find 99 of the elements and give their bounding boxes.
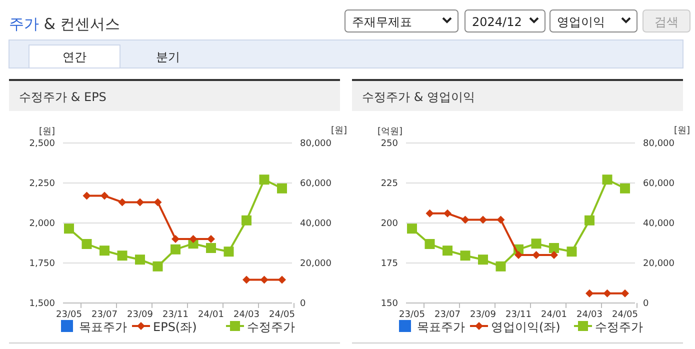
point — [152, 261, 163, 272]
point — [566, 246, 577, 257]
x-tick-label: 23/07 — [92, 310, 118, 320]
text: 영업이익 — [557, 15, 605, 29]
point — [460, 250, 470, 261]
point — [135, 254, 145, 265]
y2-axis-title: [원] — [330, 126, 348, 136]
x-tick-label: 24/01 — [541, 310, 567, 320]
point — [100, 192, 108, 200]
point — [189, 235, 198, 243]
y-tick-label: 250 — [380, 139, 398, 149]
y-tick-label: 2,500 — [29, 139, 56, 149]
point — [461, 216, 470, 224]
point — [442, 246, 452, 256]
point — [496, 216, 505, 224]
point — [603, 289, 612, 298]
point — [621, 289, 629, 298]
text: 분기 — [156, 50, 180, 64]
y-axis-title: [원] — [38, 127, 56, 137]
point — [407, 224, 417, 234]
text: 2024/12 — [472, 15, 522, 29]
point — [117, 250, 128, 261]
point — [118, 198, 126, 206]
point — [602, 174, 612, 185]
point — [172, 235, 180, 243]
point — [278, 276, 286, 284]
point — [242, 276, 250, 284]
x-tick-label: 23/11 — [506, 310, 532, 320]
point — [531, 238, 542, 249]
point — [584, 215, 594, 226]
point — [82, 192, 91, 200]
point — [259, 174, 270, 185]
point — [479, 216, 487, 224]
point — [260, 276, 268, 284]
x-tick-label: 23/09 — [127, 310, 154, 320]
text: 연간 — [62, 50, 86, 64]
chart-title: 수정주가 & EPS — [19, 90, 106, 104]
y-tick-label: 200 — [380, 219, 398, 229]
y-tick-label: 1,500 — [29, 299, 56, 309]
legend-label: 수정주가 — [247, 320, 295, 334]
point — [549, 243, 559, 253]
point — [496, 261, 506, 272]
y2-tick-label: 0 — [300, 299, 306, 309]
x-tick-label: 23/05 — [56, 310, 82, 320]
point — [478, 254, 488, 265]
y-tick-label: 225 — [380, 179, 398, 189]
point — [224, 246, 234, 257]
x-tick-label: 24/03 — [234, 310, 260, 320]
point — [136, 198, 144, 206]
point — [100, 246, 110, 256]
y-tick-label: 2,000 — [29, 219, 56, 229]
point — [620, 183, 630, 194]
point — [424, 239, 435, 249]
y2-tick-label: 60,000 — [300, 179, 332, 189]
x-tick-label: 24/05 — [269, 310, 295, 320]
legend-label: 목표주가 — [417, 320, 465, 334]
point — [550, 251, 558, 259]
point — [586, 289, 594, 298]
y-tick-label: 2,250 — [29, 179, 56, 189]
y2-axis-title: [원] — [674, 126, 690, 136]
point — [444, 209, 452, 218]
chart-title: 수정주가 & 영업이익 — [362, 90, 475, 104]
x-tick-label: 23/09 — [470, 310, 496, 320]
point — [154, 198, 162, 206]
y2-tick-label: 60,000 — [643, 179, 675, 189]
legend-label: 영업이익(좌) — [491, 320, 560, 334]
x-tick-label: 23/07 — [434, 310, 460, 320]
x-tick-label: 23/11 — [162, 310, 188, 320]
legend-label: EPS(좌) — [153, 320, 197, 334]
text: 검색 — [654, 15, 678, 29]
x-tick-label: 24/01 — [198, 310, 224, 320]
x-tick-label: 24/05 — [612, 310, 638, 320]
y2-tick-label: 40,000 — [300, 219, 332, 229]
legend-label: 수정주가 — [595, 320, 643, 334]
y2-tick-label: 0 — [643, 299, 649, 309]
legend-label: 목표주가 — [79, 320, 127, 334]
y2-tick-label: 80,000 — [643, 139, 675, 149]
y2-tick-label: 20,000 — [643, 259, 675, 269]
x-tick-label: 24/03 — [576, 310, 602, 320]
point — [426, 209, 434, 218]
y-tick-label: 175 — [380, 259, 398, 269]
y-axis-title: [억원] — [377, 127, 403, 137]
point — [277, 183, 287, 194]
y2-tick-label: 80,000 — [300, 139, 332, 149]
y2-tick-label: 20,000 — [300, 259, 332, 269]
point — [514, 251, 522, 259]
point — [206, 243, 216, 253]
text: 주재무제표 — [352, 15, 412, 29]
point — [532, 251, 540, 259]
y2-tick-label: 40,000 — [643, 219, 675, 229]
point — [64, 224, 74, 234]
y-tick-label: 150 — [380, 299, 398, 309]
point — [82, 239, 92, 249]
text: 주가 & 컨센서스 — [9, 15, 120, 33]
point — [242, 215, 252, 226]
point — [207, 235, 215, 243]
x-tick-label: 23/05 — [399, 310, 425, 320]
y-tick-label: 1,750 — [29, 259, 56, 269]
point — [170, 244, 180, 254]
